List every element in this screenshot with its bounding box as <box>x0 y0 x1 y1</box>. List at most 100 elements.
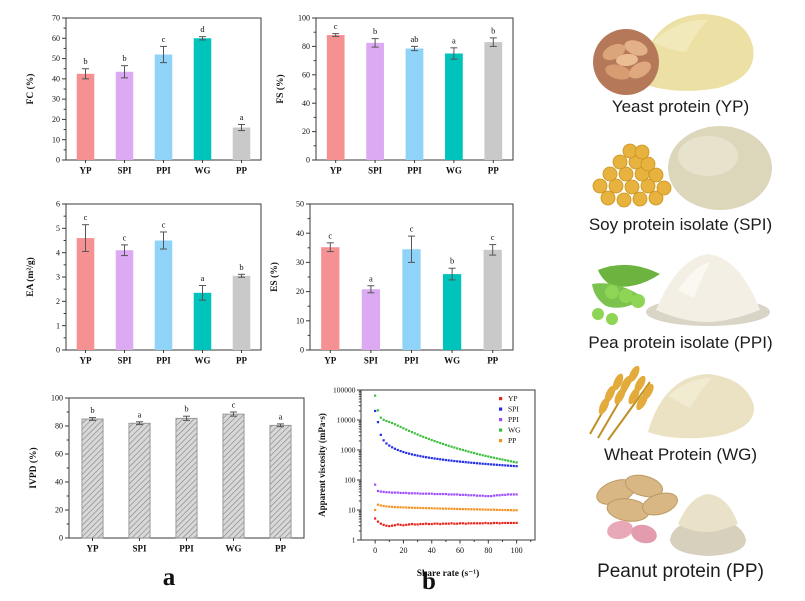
svg-text:PP: PP <box>508 436 516 445</box>
svg-text:0: 0 <box>300 346 304 355</box>
y-axis-label: EA (m²/g) <box>25 257 36 297</box>
svg-text:100: 100 <box>298 14 310 23</box>
bar-es-SPI: a <box>361 273 381 350</box>
pea-protein-image <box>592 254 770 326</box>
bar-ea-PPI: c <box>154 219 173 350</box>
svg-text:2: 2 <box>56 297 60 306</box>
significance-letter: a <box>369 273 373 283</box>
significance-letter: b <box>90 405 94 415</box>
svg-text:10000: 10000 <box>337 415 356 424</box>
svg-text:4: 4 <box>56 248 60 257</box>
svg-text:40: 40 <box>52 74 60 83</box>
y-axis-label: FC (%) <box>25 74 36 105</box>
significance-letter: a <box>279 411 283 421</box>
svg-text:30: 30 <box>52 95 60 104</box>
svg-text:5: 5 <box>56 224 60 233</box>
svg-text:YP: YP <box>80 356 92 366</box>
svg-text:10: 10 <box>52 135 60 144</box>
svg-text:PPI: PPI <box>407 166 422 176</box>
significance-letter: b <box>373 26 377 36</box>
svg-text:YP: YP <box>324 356 336 366</box>
svg-text:60: 60 <box>55 450 63 459</box>
svg-text:1: 1 <box>56 321 60 330</box>
ivpd-bar-chart: 0 20 40 60 80 100 b YP a SPI b PPI c WG a PP IVPD (%) <box>28 394 305 554</box>
significance-letter: c <box>123 232 127 242</box>
bar-ivpd-PP: a <box>269 411 292 539</box>
bar-fc-YP: b <box>76 56 95 160</box>
svg-text:80: 80 <box>302 42 310 51</box>
bar-ea-YP: c <box>76 212 95 350</box>
yeast-protein-image <box>593 14 754 95</box>
svg-text:SPI: SPI <box>368 166 383 176</box>
bar-fs-SPI: b <box>366 26 384 160</box>
svg-text:70: 70 <box>52 14 60 23</box>
svg-text:WG: WG <box>194 166 210 176</box>
svg-text:WG: WG <box>446 166 462 176</box>
svg-text:20: 20 <box>296 287 304 296</box>
series-YP <box>374 517 518 528</box>
significance-letter: c <box>334 21 338 31</box>
svg-text:20: 20 <box>55 506 63 515</box>
soy-protein-image <box>592 126 772 210</box>
svg-text:10: 10 <box>296 316 304 325</box>
protein-item-yp: Yeast protein (YP) <box>556 2 805 117</box>
significance-letter: b <box>491 25 495 35</box>
svg-text:1000: 1000 <box>341 445 356 454</box>
bar-fc-PPI: c <box>154 34 173 161</box>
significance-letter: c <box>84 212 88 222</box>
significance-letter: a <box>201 273 205 283</box>
svg-text:PP: PP <box>487 356 498 366</box>
svg-text:40: 40 <box>428 546 436 555</box>
svg-text:PPI: PPI <box>156 166 171 176</box>
svg-text:YP: YP <box>508 394 518 403</box>
bar-fs-YP: c <box>326 21 345 160</box>
series-PP <box>374 503 518 512</box>
svg-text:SPI: SPI <box>117 356 132 366</box>
peanut-protein-image <box>596 474 746 556</box>
svg-text:10: 10 <box>348 505 356 514</box>
svg-text:SPI: SPI <box>364 356 379 366</box>
bar-es-PP: c <box>483 232 502 350</box>
bar-es-WG: b <box>442 256 462 350</box>
significance-letter: c <box>162 34 166 44</box>
y-axis-label: ES (%) <box>269 262 280 292</box>
bar-fs-WG: a <box>445 35 463 160</box>
bar-fs-PPI: ab <box>405 34 424 160</box>
svg-text:YP: YP <box>87 544 99 554</box>
protein-item-spi: Soy protein isolate (SPI) <box>556 120 805 235</box>
protein-item-wg: Wheat Protein (WG) <box>556 354 805 465</box>
bar-fs-PP: b <box>484 25 503 160</box>
protein-caption-wg: Wheat Protein (WG) <box>603 445 758 464</box>
svg-text:PPI: PPI <box>404 356 419 366</box>
bar-ivpd-WG: c <box>222 400 245 539</box>
es-bar-chart: 0 10 20 30 40 50 c YP a SPI c PPI b WG c PP ES (%) <box>269 200 514 366</box>
panel-label-a: a <box>162 564 176 591</box>
svg-text:SPI: SPI <box>508 405 519 414</box>
significance-letter: c <box>491 232 495 242</box>
svg-text:SPI: SPI <box>117 166 132 176</box>
y-axis-label: Apparent viscosity (mPa·s) <box>317 413 327 517</box>
fc-bar-chart: 0 10 20 30 40 50 60 70 b YP b SPI c PPI d WG a PP FC (%) <box>25 14 262 176</box>
svg-text:PP: PP <box>275 544 286 554</box>
svg-text:0: 0 <box>56 346 60 355</box>
protein-column: Yeast protein (YP) Soy protein isolate (… <box>556 0 805 601</box>
plot-frame <box>360 389 536 541</box>
y-axis-label: FS (%) <box>275 74 286 103</box>
svg-text:60: 60 <box>52 34 60 43</box>
svg-text:PP: PP <box>488 166 499 176</box>
svg-text:40: 40 <box>296 229 304 238</box>
significance-letter: b <box>122 53 126 63</box>
svg-text:30: 30 <box>296 258 304 267</box>
svg-text:WG: WG <box>194 356 210 366</box>
svg-text:PPI: PPI <box>156 356 171 366</box>
svg-text:PPI: PPI <box>179 544 194 554</box>
significance-letter: c <box>232 400 236 410</box>
svg-text:60: 60 <box>302 70 310 79</box>
significance-letter: a <box>452 35 456 45</box>
svg-text:20: 20 <box>399 546 407 555</box>
protein-item-pp: Peanut protein (PP) <box>556 462 805 583</box>
bar-es-PPI: c <box>402 224 421 350</box>
svg-text:100: 100 <box>511 546 523 555</box>
significance-letter: c <box>410 224 414 234</box>
significance-letter: a <box>138 409 142 419</box>
